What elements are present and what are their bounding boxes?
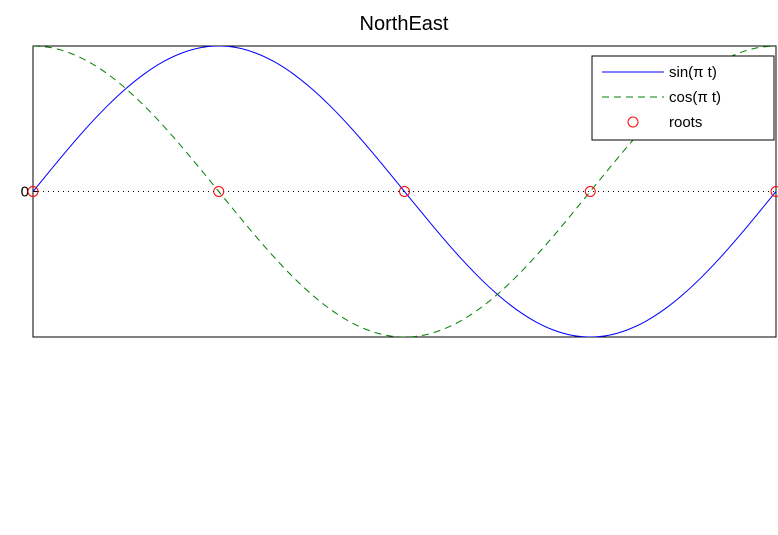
- root-marker: [584, 186, 596, 197]
- root-marker: [213, 186, 225, 197]
- legend-label-sin: sin(π t): [669, 64, 717, 81]
- root-marker: [27, 186, 39, 197]
- root-marker: [770, 186, 778, 197]
- legend-swatch-roots: [627, 116, 639, 128]
- series-line-cos: [33, 46, 776, 337]
- legend: sin(π t) cos(π t) roots: [591, 55, 775, 141]
- y-tick-label: 0: [21, 184, 29, 201]
- chart-title: NorthEast: [360, 13, 449, 35]
- legend-label-roots: roots: [669, 114, 702, 131]
- legend-label-cos: cos(π t): [669, 89, 721, 106]
- root-marker: [399, 186, 410, 197]
- series-line-sin: [33, 46, 776, 337]
- legend-box: [591, 55, 775, 141]
